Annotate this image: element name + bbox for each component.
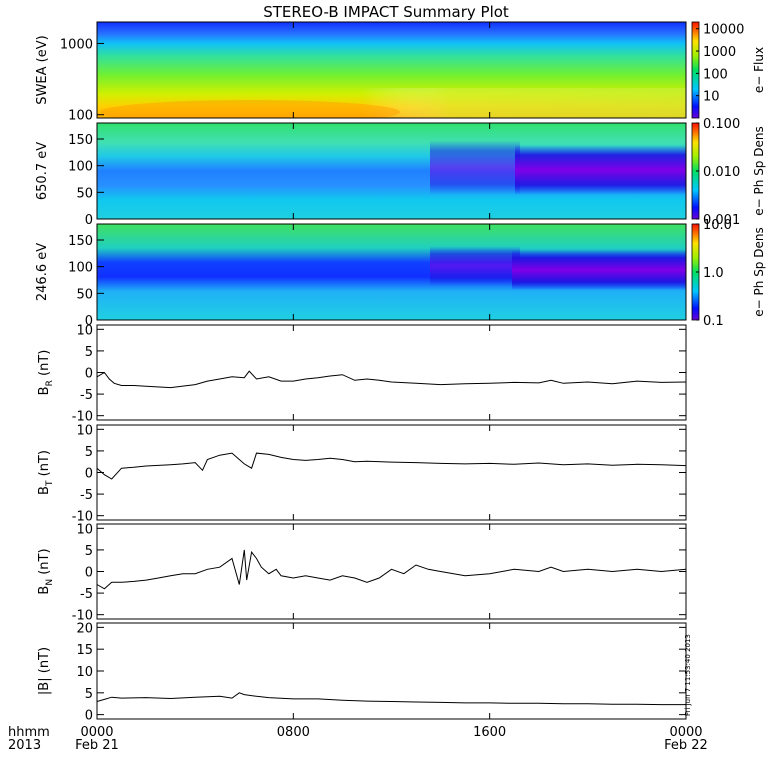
- spec-ytick-label-1-2: 100: [68, 160, 93, 175]
- cb-label-1: e− Ph Sp Dens: [752, 126, 766, 215]
- colorbar-0: [691, 21, 700, 119]
- pad650-dip-late: [515, 145, 686, 195]
- line-ytick-label-0-4: 10: [76, 323, 93, 338]
- cb-label-2: e− Ph Sp Dens: [752, 227, 766, 316]
- line-ylabel-3: |B| (nT): [37, 647, 52, 695]
- spec-ytick-label-1-1: 50: [76, 186, 93, 201]
- x-tick-date-0: Feb 21: [75, 738, 119, 753]
- line-ylabel-0: BR (nT): [37, 350, 55, 396]
- panel-frame-6: [96, 622, 687, 720]
- swea-late-fade: [97, 88, 686, 118]
- timestamp-stamp: Fri Jun 7 11:53:40 2013: [684, 634, 692, 716]
- line-ytick-label-0-3: 5: [85, 345, 93, 360]
- swea-warm-patch: [100, 100, 400, 118]
- cb-label-0: e− Flux: [752, 47, 766, 93]
- cb-tick-label-2-2: 10.0: [703, 218, 732, 233]
- line-ylabel-2: BN (nT): [37, 548, 55, 594]
- cb-tick-label-0-3: 10000: [703, 23, 744, 38]
- line-ytick-label-3-4: 20: [76, 621, 93, 636]
- spec-ytick-label-0-0: 100: [68, 109, 93, 124]
- line-ytick-label-1-2: 0: [85, 467, 93, 482]
- colorbars: 10 100 1000 10000 e− Flux 0.001 0.010 0.100 e− P…: [691, 21, 766, 329]
- pad246-dip-late: [512, 250, 686, 290]
- cb-tick-label-2-0: 0.1: [703, 314, 724, 329]
- panel-frame-2: [96, 223, 687, 321]
- line-ytick-label-1-1: -5: [80, 488, 93, 503]
- spec-ylabel-2: 246.6 eV: [35, 243, 50, 301]
- line-ytick-label-1-0: -10: [72, 510, 93, 525]
- panel-frame-1: [96, 122, 687, 220]
- x-row-label-1: hhmm: [8, 725, 50, 740]
- x-tick-label-3: 0000: [669, 725, 702, 740]
- cb-tick-label-1-2: 0.100: [703, 117, 740, 132]
- cb-tick-label-0-2: 1000: [703, 45, 736, 60]
- cb-tick-label-2-1: 1.0: [703, 266, 724, 281]
- pad246-dip-mid: [430, 246, 520, 286]
- panel-frame-3: [96, 324, 687, 421]
- trace-N: [96, 549, 687, 590]
- cb-tick-label-0-1: 100: [703, 67, 728, 82]
- panel-frame-4: [96, 424, 687, 521]
- pad650-dip-mid: [430, 140, 520, 195]
- cb-tick-label-1-0: 0.001: [703, 213, 740, 228]
- line-ytick-label-3-3: 15: [76, 643, 93, 658]
- line-ytick-label-0-1: -5: [80, 388, 93, 403]
- chart-title: STEREO-B IMPACT Summary Plot: [263, 3, 509, 21]
- cb-tick-label-0-0: 10: [703, 90, 720, 105]
- spec-ylabel-1: 650.7 eV: [35, 142, 50, 200]
- spec-ytick-label-0-1: 1000: [60, 37, 93, 52]
- line-ytick-label-2-0: -10: [72, 609, 93, 624]
- spectrogram-pad-650: [97, 123, 686, 219]
- spec-ytick-label-1-0: 0: [85, 213, 93, 228]
- spectrogram-swea: [97, 22, 686, 118]
- spec-ytick-label-1-3: 150: [68, 133, 93, 148]
- trace-T: [96, 452, 687, 480]
- line-ytick-label-3-1: 5: [85, 687, 93, 702]
- line-ytick-label-2-3: 5: [85, 544, 93, 559]
- line-ytick-label-1-3: 5: [85, 445, 93, 460]
- line-ytick-label-0-0: -10: [72, 410, 93, 425]
- trace-R: [96, 370, 687, 389]
- x-tick-date-3: Feb 22: [664, 738, 708, 753]
- line-ytick-label-1-4: 10: [76, 423, 93, 438]
- line-ytick-label-0-2: 0: [85, 367, 93, 382]
- x-tick-label-0: 0000: [80, 725, 113, 740]
- line-ytick-label-3-2: 10: [76, 665, 93, 680]
- spec-ytick-label-2-2: 100: [68, 261, 93, 276]
- line-ytick-label-3-0: 0: [85, 709, 93, 724]
- line-traces: [96, 370, 687, 706]
- x-tick-label-2: 1600: [473, 725, 506, 740]
- line-ytick-label-2-1: -5: [80, 587, 93, 602]
- x-row-label-2: 2013: [8, 738, 41, 753]
- x-tick-label-1: 0800: [277, 725, 310, 740]
- spec-ytick-label-2-3: 150: [68, 234, 93, 249]
- spec-ytick-label-2-0: 0: [85, 314, 93, 329]
- line-ytick-label-2-4: 10: [76, 522, 93, 537]
- panel-frame-0: [96, 21, 687, 119]
- cb-tick-label-1-1: 0.010: [703, 165, 740, 180]
- spectrogram-pad-246: [97, 224, 686, 320]
- line-ylabel-1: BT (nT): [37, 450, 55, 495]
- spec-ytick-label-2-1: 50: [76, 287, 93, 302]
- panel-frame-5: [96, 523, 687, 620]
- line-ytick-label-2-2: 0: [85, 566, 93, 581]
- trace-magnitude: [96, 692, 686, 706]
- spec-ylabel-0: SWEA (eV): [35, 35, 50, 104]
